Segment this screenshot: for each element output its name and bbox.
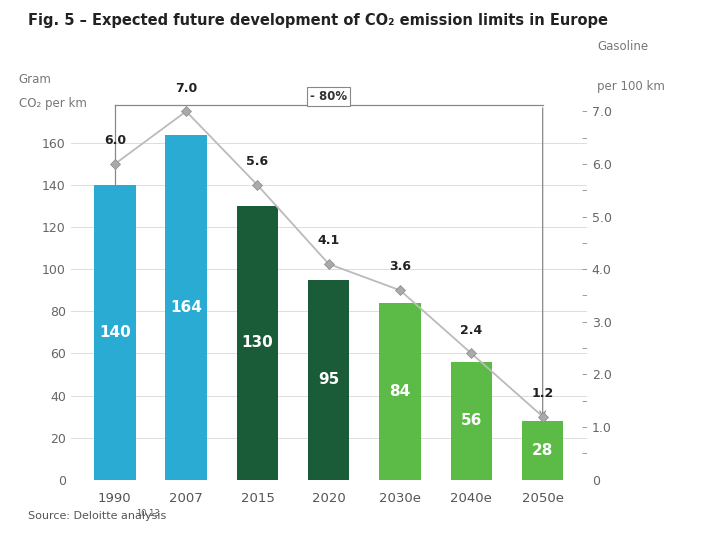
Text: 6.0: 6.0	[104, 134, 126, 147]
Text: 4.1: 4.1	[317, 234, 340, 247]
Text: 164: 164	[170, 300, 202, 314]
Text: –: –	[581, 159, 587, 169]
Text: –: –	[581, 264, 587, 274]
Bar	[237, 206, 278, 480]
Text: 140: 140	[99, 325, 131, 340]
Bar	[522, 421, 563, 480]
Text: –: –	[581, 238, 587, 248]
Text: –: –	[581, 317, 587, 327]
Bar	[450, 362, 492, 480]
Text: 95: 95	[318, 372, 339, 387]
Bar	[308, 280, 349, 480]
Text: 56: 56	[461, 413, 482, 429]
Text: - 80%: - 80%	[310, 90, 347, 103]
Text: –: –	[581, 107, 587, 116]
Text: Source: Deloitte analysis: Source: Deloitte analysis	[28, 511, 167, 521]
Text: –: –	[581, 185, 587, 195]
Text: –: –	[581, 290, 587, 301]
Bar	[165, 134, 207, 480]
Text: 5.6: 5.6	[246, 155, 269, 168]
Text: –: –	[581, 396, 587, 406]
Bar	[94, 185, 136, 480]
Bar	[380, 303, 421, 480]
Text: CO₂ per km: CO₂ per km	[18, 96, 86, 110]
Text: –: –	[581, 448, 587, 458]
Text: 84: 84	[390, 384, 411, 399]
Text: –: –	[581, 212, 587, 222]
Text: 10,13: 10,13	[136, 509, 160, 518]
Text: Gram: Gram	[18, 74, 52, 86]
Text: –: –	[581, 133, 587, 143]
Text: 2.4: 2.4	[460, 324, 482, 336]
Text: 1.2: 1.2	[532, 387, 554, 400]
Text: –: –	[581, 422, 587, 432]
Text: Fig. 5 – Expected future development of CO₂ emission limits in Europe: Fig. 5 – Expected future development of …	[28, 13, 608, 28]
Text: –: –	[581, 369, 587, 379]
Text: 130: 130	[242, 335, 274, 350]
Text: per 100 km: per 100 km	[597, 79, 665, 93]
Text: 7.0: 7.0	[175, 82, 197, 94]
Text: 3.6: 3.6	[389, 261, 411, 273]
Text: –: –	[581, 343, 587, 353]
Text: Gasoline: Gasoline	[597, 40, 648, 53]
Text: 28: 28	[532, 443, 554, 458]
